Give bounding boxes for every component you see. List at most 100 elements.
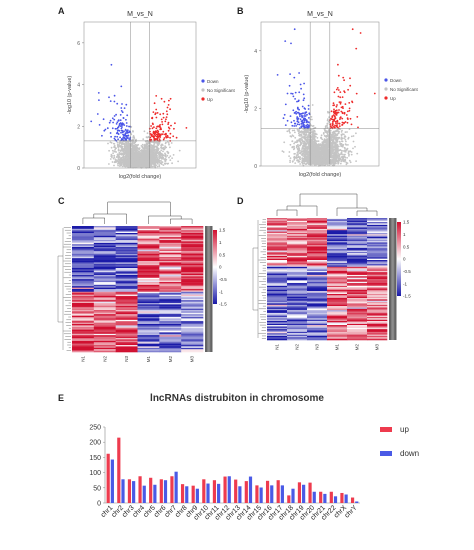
data-point (114, 95, 116, 97)
data-point (290, 144, 292, 146)
data-point (314, 140, 316, 142)
data-point (333, 119, 335, 121)
data-point (117, 165, 119, 167)
data-point (121, 103, 123, 105)
data-point (141, 159, 143, 161)
data-point (107, 143, 109, 145)
data-point (302, 147, 304, 149)
data-point (157, 143, 159, 145)
data-point (334, 148, 336, 150)
data-point (165, 118, 167, 120)
data-point (340, 101, 342, 103)
data-point (342, 96, 344, 98)
data-point (335, 112, 337, 114)
data-point (290, 43, 292, 45)
data-point (293, 159, 295, 161)
data-point (118, 150, 120, 152)
data-point (125, 161, 127, 163)
data-point (149, 149, 151, 151)
data-point (133, 147, 135, 149)
data-point (136, 161, 138, 163)
data-point (145, 165, 147, 167)
data-point (303, 124, 305, 126)
data-point (299, 124, 301, 126)
data-point (347, 144, 349, 146)
data-point (114, 161, 116, 163)
data-point (117, 138, 119, 140)
data-point (342, 112, 344, 114)
data-point (138, 148, 140, 150)
data-point (155, 95, 157, 97)
data-point (335, 121, 337, 123)
data-point (351, 124, 353, 126)
data-point (166, 116, 168, 118)
data-point (156, 152, 158, 154)
data-point (138, 161, 140, 163)
data-point (168, 100, 170, 102)
data-point (120, 146, 122, 148)
data-point (163, 164, 165, 166)
data-point (348, 137, 350, 139)
data-point (291, 121, 293, 123)
data-point (302, 106, 304, 108)
data-point (164, 145, 166, 147)
data-point (157, 166, 159, 168)
data-point (298, 72, 300, 74)
scatter-points (90, 64, 187, 169)
data-point (118, 120, 120, 122)
data-point (167, 141, 169, 143)
data-point (114, 101, 116, 103)
data-point (115, 147, 117, 149)
data-point (134, 153, 136, 155)
data-point (159, 113, 161, 115)
data-point (312, 104, 314, 106)
data-point (146, 136, 148, 138)
data-point (351, 136, 353, 138)
data-point (110, 120, 112, 122)
data-point (119, 152, 121, 154)
data-point (303, 83, 305, 85)
data-point (294, 28, 296, 30)
data-point (336, 114, 338, 116)
data-point (343, 137, 345, 139)
data-point (323, 144, 325, 146)
data-point (126, 135, 128, 137)
data-point (314, 164, 316, 166)
data-point (101, 135, 103, 137)
data-point (114, 145, 116, 147)
data-point (112, 122, 114, 124)
data-point (323, 142, 325, 144)
data-point (356, 116, 358, 118)
data-point (103, 118, 105, 120)
data-point (165, 142, 167, 144)
data-point (134, 149, 136, 151)
data-point (174, 122, 176, 124)
data-point (310, 159, 312, 161)
data-point (336, 89, 338, 91)
data-point (124, 134, 126, 136)
data-point (346, 131, 348, 133)
data-point (123, 153, 125, 155)
data-point (118, 156, 120, 158)
data-point (141, 154, 143, 156)
data-point (151, 166, 153, 168)
data-point (112, 152, 114, 154)
data-point (113, 165, 115, 167)
data-point (123, 164, 125, 166)
data-point (355, 160, 357, 162)
data-point (123, 156, 125, 158)
data-point (343, 159, 345, 161)
data-point (289, 73, 291, 75)
data-point (168, 122, 170, 124)
data-point (309, 139, 311, 141)
data-point (154, 154, 156, 156)
data-point (136, 152, 138, 154)
data-point (337, 120, 339, 122)
data-point (165, 163, 167, 165)
data-point (148, 136, 150, 138)
data-point (151, 118, 153, 120)
data-point (342, 124, 344, 126)
data-point (346, 114, 348, 116)
data-point (142, 147, 144, 149)
data-point (374, 93, 376, 95)
